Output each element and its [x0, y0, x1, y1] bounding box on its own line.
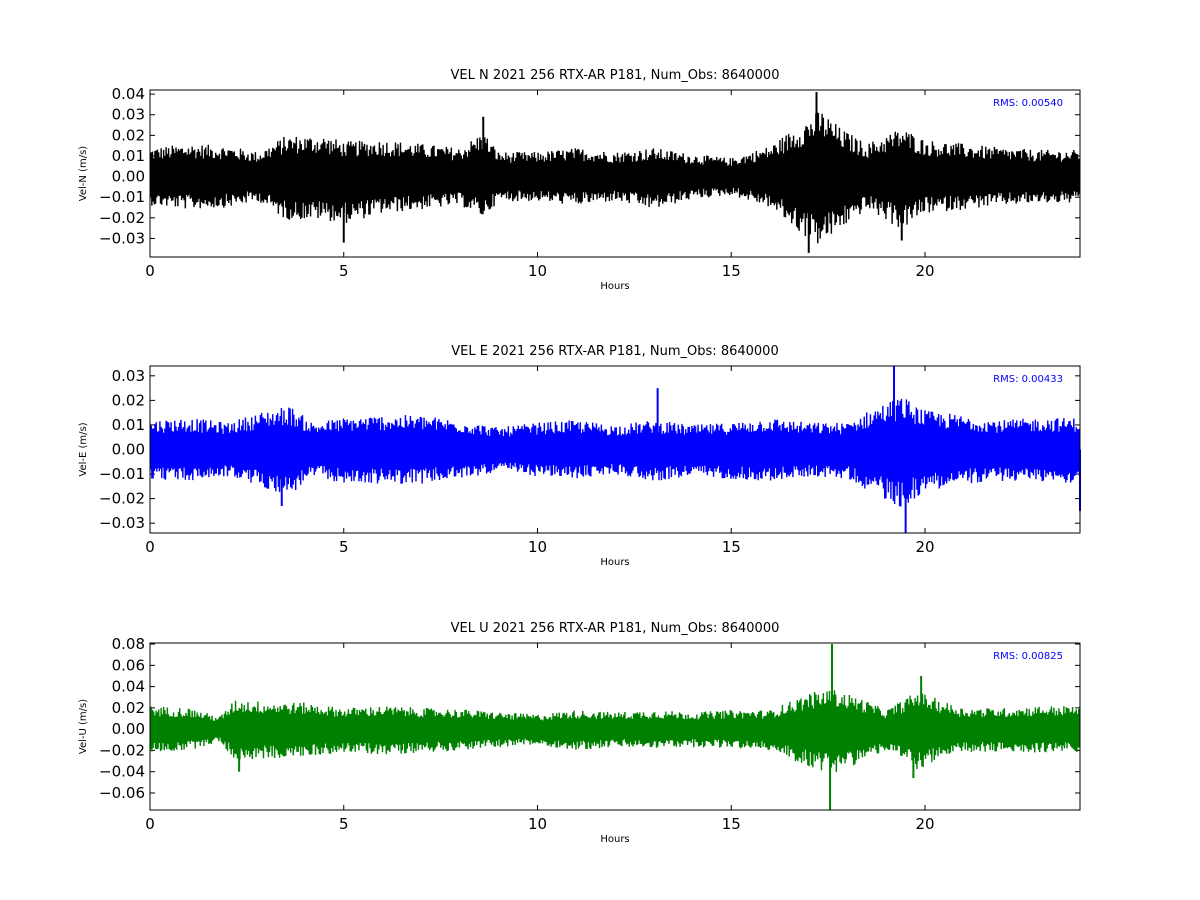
plot-frame — [149, 642, 1081, 811]
tick-group: 0 5 10 15 20 −0.06 −0.04 −0.02 0.00 0.02 0.04 0.06 0… — [99, 635, 1080, 833]
x-tick-label: 20 — [915, 262, 934, 280]
x-axis-label: Hours — [600, 834, 629, 845]
y-tick-label: 0.02 — [112, 391, 145, 409]
y-tick-label: −0.03 — [99, 229, 145, 247]
x-tick-label: 5 — [339, 262, 349, 280]
y-tick-label: 0.06 — [112, 656, 145, 674]
x-tick-label: 0 — [145, 262, 155, 280]
y-tick-label: −0.02 — [99, 490, 145, 508]
y-tick-label: 0.00 — [112, 441, 145, 459]
x-tick-label: 0 — [145, 538, 155, 556]
panel-vel-n: VEL N 2021 256 RTX-AR P181, Num_Obs: 864… — [78, 68, 1081, 292]
y-tick-label: 0.04 — [112, 678, 145, 696]
y-tick-label: −0.02 — [99, 741, 145, 759]
y-axis-label: Vel-E (m/s) — [78, 422, 89, 476]
y-tick-label: 0.03 — [112, 367, 145, 385]
plot-frame — [149, 89, 1081, 258]
y-tick-label: 0.00 — [112, 720, 145, 738]
y-axis-label: Vel-N (m/s) — [78, 146, 89, 201]
series-line — [150, 690, 1080, 773]
y-tick-label: −0.03 — [99, 514, 145, 532]
rms-label: RMS: 0.00433 — [993, 374, 1063, 385]
y-tick-label: −0.06 — [99, 784, 145, 802]
y-tick-label: 0.08 — [112, 635, 145, 653]
series-group — [150, 92, 1080, 253]
tick-group: 0 5 10 15 20 −0.03 −0.02 −0.01 0.00 0.01 0.02 0.03 — [99, 366, 1080, 556]
x-axis-label: Hours — [600, 557, 629, 568]
rms-label: RMS: 0.00540 — [993, 98, 1063, 109]
y-tick-label: −0.04 — [99, 763, 145, 781]
y-tick-label: −0.02 — [99, 209, 145, 227]
rms-label: RMS: 0.00825 — [993, 651, 1063, 662]
y-tick-label: 0.01 — [112, 147, 145, 165]
x-tick-label: 0 — [145, 815, 155, 833]
chart-title: VEL N 2021 256 RTX-AR P181, Num_Obs: 864… — [451, 68, 780, 83]
chart-title: VEL E 2021 256 RTX-AR P181, Num_Obs: 864… — [451, 344, 778, 359]
y-tick-label: 0.02 — [112, 126, 145, 144]
tick-group: 0 5 10 15 20 −0.03 −0.02 −0.01 0.00 0.01 0.02 0.03 0… — [99, 85, 1080, 280]
x-tick-label: 20 — [915, 538, 934, 556]
y-tick-label: 0.01 — [112, 416, 145, 434]
series-line — [150, 398, 1080, 507]
x-tick-label: 15 — [722, 815, 741, 833]
x-axis-label: Hours — [600, 281, 629, 292]
y-axis-label: Vel-U (m/s) — [78, 699, 89, 754]
x-tick-label: 10 — [528, 815, 547, 833]
y-tick-label: −0.01 — [99, 465, 145, 483]
x-tick-label: 5 — [339, 538, 349, 556]
panel-vel-e: VEL E 2021 256 RTX-AR P181, Num_Obs: 864… — [78, 344, 1081, 568]
x-tick-label: 5 — [339, 815, 349, 833]
plot-frame — [149, 365, 1081, 534]
y-tick-label: −0.01 — [99, 188, 145, 206]
y-tick-label: 0.03 — [112, 106, 145, 124]
chart-title: VEL U 2021 256 RTX-AR P181, Num_Obs: 864… — [451, 621, 780, 636]
x-tick-label: 20 — [915, 815, 934, 833]
y-tick-label: 0.02 — [112, 699, 145, 717]
series-group — [150, 644, 1080, 810]
panel-vel-u: VEL U 2021 256 RTX-AR P181, Num_Obs: 864… — [78, 621, 1081, 845]
series-line — [150, 111, 1080, 244]
y-tick-label: 0.00 — [112, 168, 145, 186]
x-tick-label: 15 — [722, 538, 741, 556]
y-tick-label: 0.04 — [112, 85, 145, 103]
x-tick-label: 10 — [528, 262, 547, 280]
x-tick-label: 15 — [722, 262, 741, 280]
x-tick-label: 10 — [528, 538, 547, 556]
